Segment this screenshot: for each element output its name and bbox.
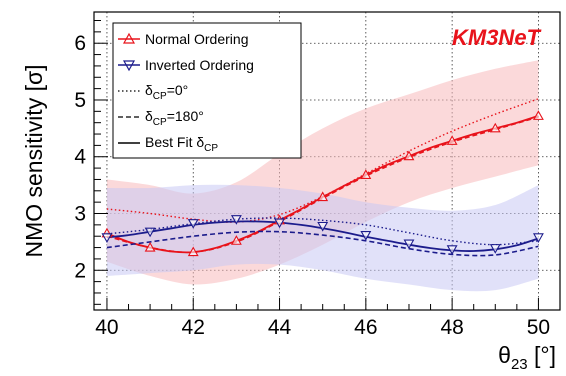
marker-series-0-2 bbox=[187, 246, 199, 257]
legend-dcp0-label: δCP=0° bbox=[145, 82, 188, 102]
y-tick-label-2: 2 bbox=[74, 259, 86, 282]
marker-series-1-9 bbox=[489, 244, 501, 254]
marker-series-1-3 bbox=[230, 215, 242, 225]
y-tick-label-5: 5 bbox=[74, 89, 86, 112]
marker-series-0-5 bbox=[317, 191, 329, 202]
legend-bestfit-sub: CP bbox=[204, 143, 218, 154]
legend-dcp0-value: =0° bbox=[167, 82, 189, 98]
x-axis-title: θ23 [°] bbox=[498, 342, 556, 373]
x-tick-label-44: 44 bbox=[268, 316, 292, 339]
plot-area-border bbox=[93, 11, 561, 311]
marker-series-0-8 bbox=[446, 135, 458, 145]
y-axis-title: NMO sensitivity [σ] bbox=[21, 64, 47, 257]
legend-dcp0-delta: δ bbox=[145, 82, 153, 98]
legend-dcp0-sub: CP bbox=[153, 91, 167, 102]
x-tick-label-46: 46 bbox=[354, 316, 377, 339]
marker-series-0-1 bbox=[144, 241, 156, 252]
marker-series-1-4 bbox=[274, 218, 285, 229]
marker-series-1-7 bbox=[403, 239, 415, 250]
line-dcp180-series-1 bbox=[106, 230, 539, 257]
legend-bestfit-label: Best Fit δCP bbox=[145, 134, 218, 154]
y-tick-label-3: 3 bbox=[74, 203, 86, 226]
x-axis-title-subscript: 23 bbox=[511, 356, 528, 373]
marker-series-1-0 bbox=[101, 233, 113, 243]
x-tick-label-40: 40 bbox=[95, 316, 118, 339]
data-markers bbox=[101, 110, 544, 257]
marker-series-0-3 bbox=[230, 235, 242, 245]
legend-bestfit-text: Best Fit δ bbox=[145, 134, 204, 150]
x-tick-label-48: 48 bbox=[440, 316, 463, 339]
axis-tick-labels: 40 42 44 46 48 50 2 3 4 5 6 bbox=[74, 32, 550, 339]
x-tick-label-50: 50 bbox=[527, 316, 550, 339]
legend-dcp180-delta: δ bbox=[145, 108, 153, 124]
marker-series-1-6 bbox=[360, 231, 372, 241]
legend-box bbox=[112, 22, 302, 159]
legend-dcp180-value: =180° bbox=[167, 108, 204, 124]
marker-series-0-10 bbox=[532, 110, 544, 120]
legend-dcp180-sub: CP bbox=[153, 117, 167, 128]
y-tick-label-6: 6 bbox=[74, 32, 86, 55]
plot-frame bbox=[93, 11, 561, 311]
legend-inverted-swatch-marker bbox=[122, 60, 136, 72]
legend-inverted-label: Inverted Ordering bbox=[145, 57, 254, 73]
marker-series-1-2 bbox=[187, 219, 199, 229]
legend: Normal Ordering Inverted Ordering δCP=0°… bbox=[112, 22, 302, 159]
marker-series-1-5 bbox=[317, 221, 329, 232]
x-tick-label-42: 42 bbox=[182, 316, 205, 339]
axis-ticks bbox=[94, 20, 561, 310]
band-series-1 bbox=[106, 184, 539, 292]
marker-series-1-10 bbox=[532, 233, 544, 243]
y-tick-label-4: 4 bbox=[74, 146, 86, 169]
line-dcp0-series-1 bbox=[106, 217, 539, 246]
km3net-brand: KM3NeT bbox=[452, 25, 542, 50]
legend-normal-label: Normal Ordering bbox=[145, 31, 248, 47]
legend-normal-swatch-marker bbox=[122, 32, 136, 44]
marker-series-1-8 bbox=[446, 245, 458, 255]
marker-series-0-9 bbox=[489, 122, 501, 133]
legend-dcp180-label: δCP=180° bbox=[145, 108, 204, 128]
marker-series-0-6 bbox=[360, 169, 372, 179]
marker-series-1-1 bbox=[144, 227, 156, 238]
marker-series-0-7 bbox=[403, 150, 415, 161]
x-axis-title-symbol: θ bbox=[498, 342, 511, 368]
x-axis-title-unit: [°] bbox=[528, 342, 556, 368]
uncertainty-bands bbox=[106, 60, 539, 292]
